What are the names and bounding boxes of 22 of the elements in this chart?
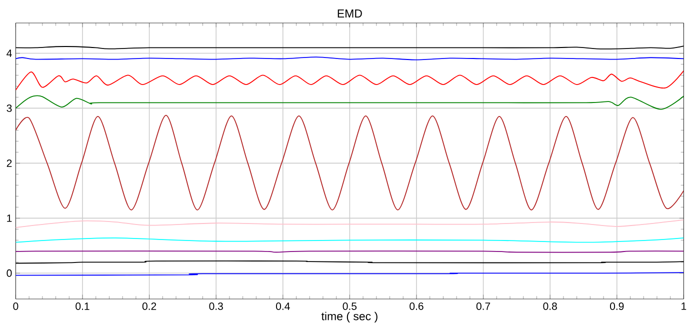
x-tick-label: 0.6 [410, 302, 424, 310]
x-tick-label: 0.7 [476, 302, 490, 310]
line-series [16, 219, 684, 228]
x-tick-label: 0.3 [209, 302, 223, 310]
y-tick-label: 2 [6, 160, 12, 167]
x-tick-label: 0.4 [276, 302, 290, 310]
x-tick-label: 1 [682, 302, 686, 310]
x-tick-label: 0.8 [543, 302, 557, 310]
y-tick-label: 1 [7, 214, 12, 222]
x-tick-label: 0.1 [76, 302, 90, 310]
x-tick-label: 0.2 [142, 302, 156, 310]
x-axis-title: time ( sec ) [321, 312, 378, 323]
y-tick-label: 0 [6, 269, 12, 277]
line-series [16, 70, 684, 91]
chart-title: EMD [338, 10, 362, 18]
line-series [16, 96, 684, 110]
y-tick-label: 3 [6, 104, 12, 112]
y-tick-label: 4 [6, 50, 12, 57]
x-tick-label: 0.9 [610, 302, 624, 310]
x-tick-label: 0 [13, 302, 18, 310]
x-tick-label: 0.5 [342, 302, 357, 310]
line-series [16, 114, 684, 210]
